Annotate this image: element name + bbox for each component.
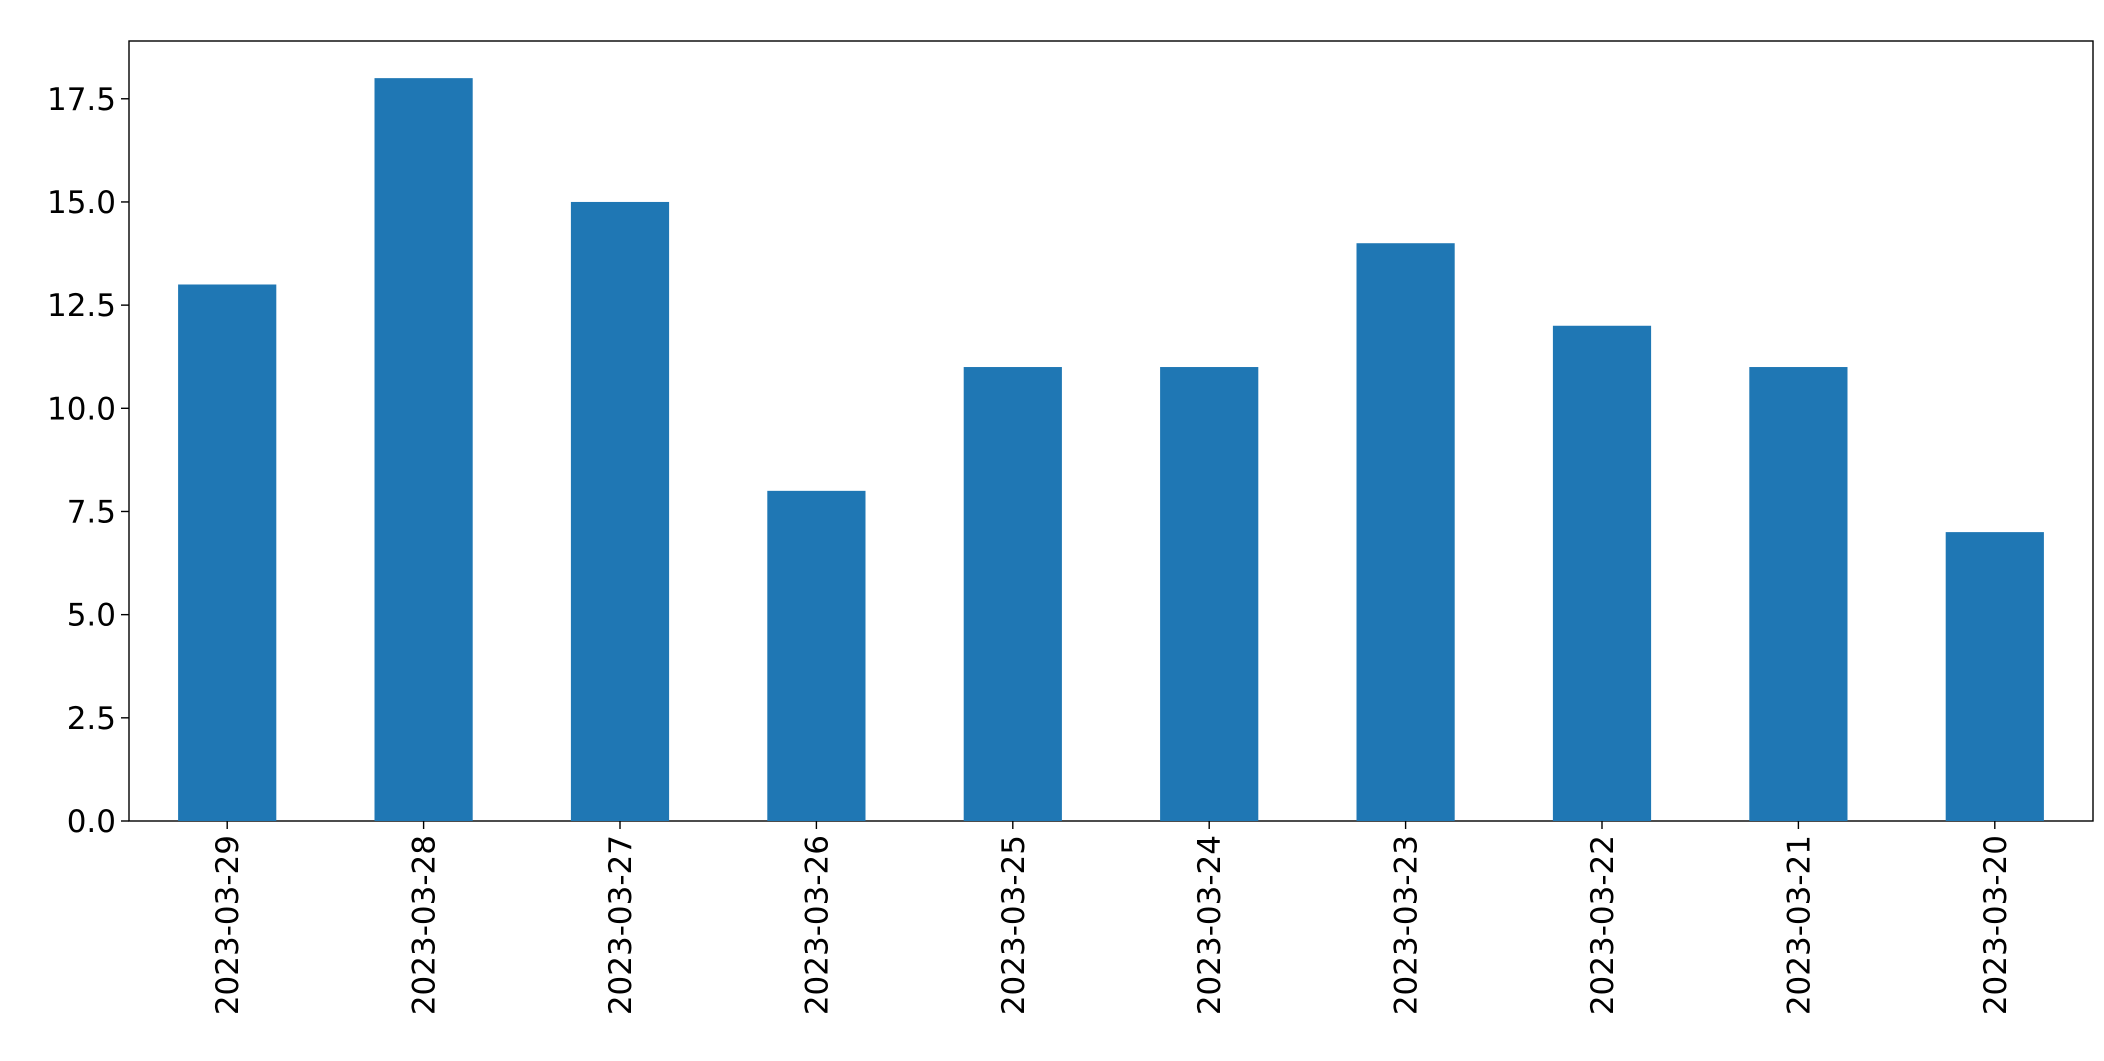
x-tick-label: 2023-03-29 xyxy=(210,835,246,1015)
x-tick-label: 2023-03-24 xyxy=(1192,835,1228,1015)
bar xyxy=(178,284,277,821)
y-tick-label: 12.5 xyxy=(47,288,116,324)
bar xyxy=(767,490,866,821)
x-tick-label: 2023-03-26 xyxy=(799,835,835,1015)
y-tick-label: 5.0 xyxy=(67,598,116,634)
bar xyxy=(1160,367,1259,821)
x-tick-label: 2023-03-28 xyxy=(407,835,443,1015)
y-tick-label: 10.0 xyxy=(47,391,116,427)
y-tick-label: 0.0 xyxy=(67,804,116,840)
x-tick-label: 2023-03-23 xyxy=(1389,835,1425,1015)
y-tick-label: 7.5 xyxy=(67,494,116,530)
x-tick-label: 2023-03-22 xyxy=(1585,835,1621,1015)
bar xyxy=(963,367,1062,821)
bar xyxy=(1356,243,1455,821)
x-tick-label: 2023-03-25 xyxy=(996,835,1032,1015)
plot-frame xyxy=(128,40,2094,822)
y-tick-label: 2.5 xyxy=(67,701,116,737)
x-tick-label: 2023-03-20 xyxy=(1978,835,2014,1015)
bar xyxy=(1552,325,1652,821)
bar xyxy=(1749,367,1848,821)
bar xyxy=(1945,532,2044,821)
y-tick-label: 15.0 xyxy=(47,185,116,221)
bar xyxy=(570,201,670,821)
y-tick-label: 17.5 xyxy=(47,82,116,118)
x-tick-label: 2023-03-21 xyxy=(1781,835,1817,1015)
x-tick-label: 2023-03-27 xyxy=(603,835,639,1015)
bar xyxy=(374,78,473,821)
